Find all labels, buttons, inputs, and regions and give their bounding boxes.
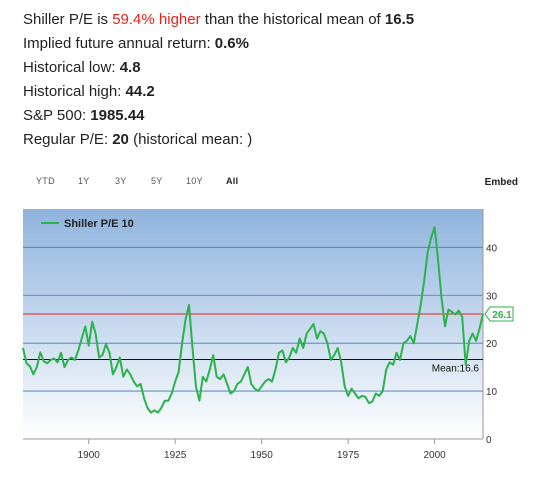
summary-highlight: 59.4% higher: [112, 11, 201, 28]
sp500: S&P 500: 1985.44: [23, 104, 414, 128]
stats-panel: Shiller P/E is 59.4% higher than the his…: [23, 8, 414, 152]
range-button-ytd[interactable]: YTD: [36, 176, 55, 186]
series-line-shiller-pe: [22, 226, 484, 414]
historical-low: Historical low: 4.8: [23, 56, 414, 80]
x-tick-label: 1900: [78, 450, 101, 461]
reference-lines: Mean:16.6 26.1: [23, 306, 514, 374]
sp500-label: S&P 500:: [23, 107, 91, 124]
shiller-summary: Shiller P/E is 59.4% higher than the his…: [23, 8, 414, 32]
historical-low-value: 4.8: [119, 59, 141, 76]
current-value-label: 26.1: [492, 310, 512, 321]
x-tick-label: 1975: [337, 450, 360, 461]
x-tick-label: 1950: [251, 450, 274, 461]
range-button-5y[interactable]: 5Y: [151, 176, 163, 186]
embed-link[interactable]: Embed: [484, 177, 518, 188]
historical-high: Historical high: 44.2: [23, 80, 414, 104]
x-tick-label: 1925: [164, 450, 187, 461]
summary-mean-value: 16.5: [384, 11, 415, 28]
x-tick-label: 2000: [423, 450, 446, 461]
historical-low-label: Historical low:: [23, 59, 120, 76]
series-layer: [22, 226, 484, 414]
summary-mid: than the historical mean of: [200, 11, 385, 28]
implied-return: Implied future annual return: 0.6%: [23, 32, 414, 56]
x-axis: 1900 1925 1950 1975 2000: [23, 438, 483, 461]
y-axis: 0 10 20 30 40: [482, 209, 498, 446]
legend: Shiller P/E 10: [41, 218, 134, 230]
implied-return-label: Implied future annual return:: [23, 35, 215, 52]
range-selector: YTD 1Y 3Y 5Y 10Y All: [0, 176, 533, 190]
range-button-3y[interactable]: 3Y: [115, 176, 127, 186]
range-button-1y[interactable]: 1Y: [78, 176, 90, 186]
regular-pe: Regular P/E: 20 (historical mean: ): [23, 128, 414, 152]
mean-label: Mean:16.6: [432, 363, 480, 374]
regular-pe-suffix: (historical mean: ): [128, 131, 253, 148]
range-button-all[interactable]: All: [226, 176, 239, 186]
implied-return-value: 0.6%: [214, 35, 249, 52]
y-tick-label: 30: [486, 291, 498, 302]
legend-label: Shiller P/E 10: [64, 218, 134, 230]
shiller-pe-chart: 1900 1925 1950 1975 2000 0 10 20 30 40 Mean:16.6…: [22, 209, 514, 461]
y-tick-label: 10: [486, 387, 498, 398]
grid-lines: [23, 246, 483, 392]
sp500-value: 1985.44: [90, 107, 145, 124]
summary-prefix: Shiller P/E is: [23, 11, 113, 28]
regular-pe-label: Regular P/E:: [23, 131, 113, 148]
historical-high-label: Historical high:: [23, 83, 126, 100]
y-tick-label: 40: [486, 243, 498, 254]
current-value-flag: [484, 306, 514, 322]
y-tick-label: 0: [486, 435, 492, 446]
regular-pe-value: 20: [112, 131, 129, 148]
historical-high-value: 44.2: [125, 83, 155, 100]
range-button-10y[interactable]: 10Y: [186, 176, 203, 186]
y-tick-label: 20: [486, 339, 498, 350]
